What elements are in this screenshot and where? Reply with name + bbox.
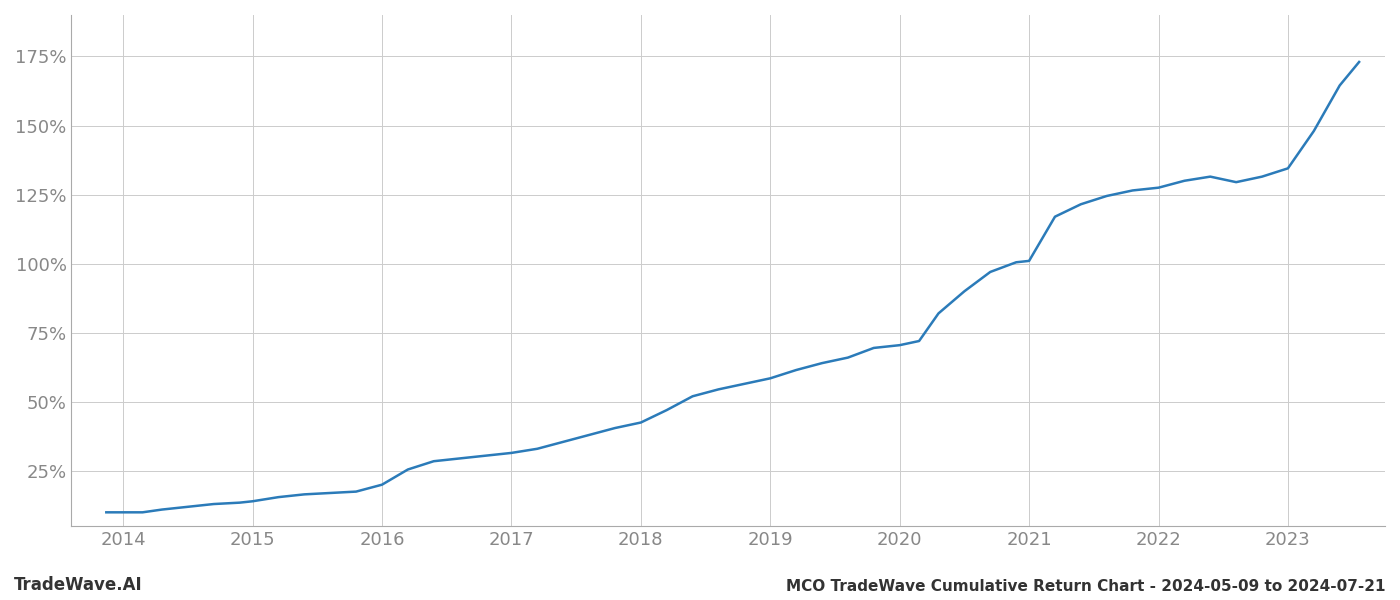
Text: MCO TradeWave Cumulative Return Chart - 2024-05-09 to 2024-07-21: MCO TradeWave Cumulative Return Chart - … xyxy=(787,579,1386,594)
Text: TradeWave.AI: TradeWave.AI xyxy=(14,576,143,594)
